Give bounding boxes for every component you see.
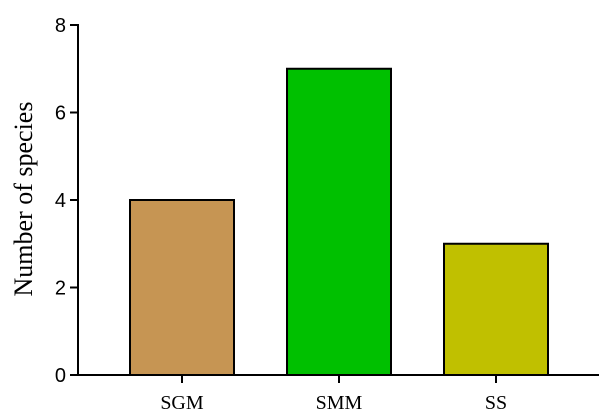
bars-group [129, 67, 549, 376]
y-tick-label-4: 4 [55, 190, 66, 212]
y-tick-label-0: 0 [55, 365, 66, 387]
bar-smm [286, 67, 392, 376]
y-tick-label-8: 8 [55, 15, 66, 37]
y-tick-label-6: 6 [55, 103, 66, 125]
x-tick-label-ss: SS [485, 392, 507, 412]
axes-group: 0 2 4 6 8 SGM SMM SS [55, 15, 599, 412]
bar-ss [443, 242, 549, 376]
x-tick-label-smm: SMM [316, 392, 363, 412]
y-axis-title: Number of species [9, 102, 38, 297]
bar-sgm [129, 199, 235, 376]
y-tick-label-2: 2 [55, 278, 66, 300]
x-tick-label-sgm: SGM [160, 392, 204, 412]
